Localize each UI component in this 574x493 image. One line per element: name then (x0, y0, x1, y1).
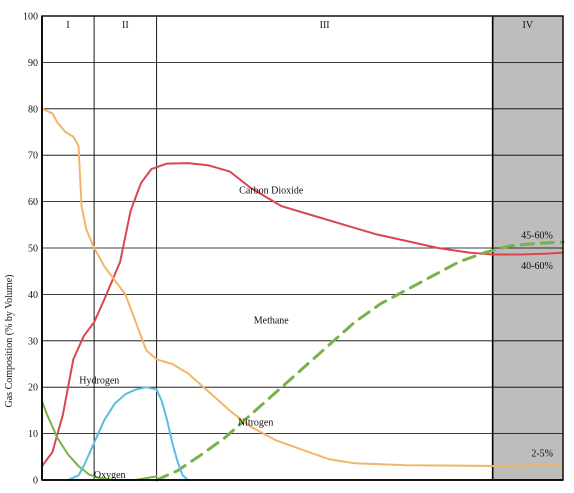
annotation-2-5-: 2-5% (531, 449, 553, 460)
y-tick-label: 0 (33, 476, 38, 487)
annotation-carbon-dioxide: Carbon Dioxide (239, 186, 304, 197)
annotation-hydrogen: Hydrogen (79, 376, 119, 387)
y-tick-label: 80 (28, 104, 38, 115)
series-line-carbon-dioxide (41, 162, 564, 468)
series-line-methane (155, 240, 565, 482)
y-axis-label: Gas Composition (% by Volume) (4, 275, 15, 408)
y-tick-label: 50 (28, 244, 38, 255)
y-tick-label: 30 (28, 336, 38, 347)
y-tick-label: 40 (28, 290, 38, 301)
phase-label-ii: II (122, 20, 129, 31)
series-line-nitrogen (41, 107, 564, 468)
y-tick-label: 100 (23, 12, 38, 23)
phase-label-iii: III (320, 20, 330, 31)
series-line-hydrogen (67, 386, 189, 481)
y-tick-label: 60 (28, 197, 38, 208)
y-tick-label: 20 (28, 383, 38, 394)
phase-label-iv: IV (523, 20, 534, 31)
annotation-oxygen: Oxygen (94, 470, 126, 481)
y-tick-label: 70 (28, 151, 38, 162)
annotation-45-60-: 45-60% (521, 231, 553, 242)
annotation-methane: Methane (254, 315, 290, 326)
y-tick-label: 10 (28, 429, 38, 440)
annotation-nitrogen: Nitrogen (238, 418, 274, 429)
phase-label-i: I (66, 20, 69, 31)
annotation-40-60-: 40-60% (521, 261, 553, 272)
y-tick-label: 90 (28, 58, 38, 69)
